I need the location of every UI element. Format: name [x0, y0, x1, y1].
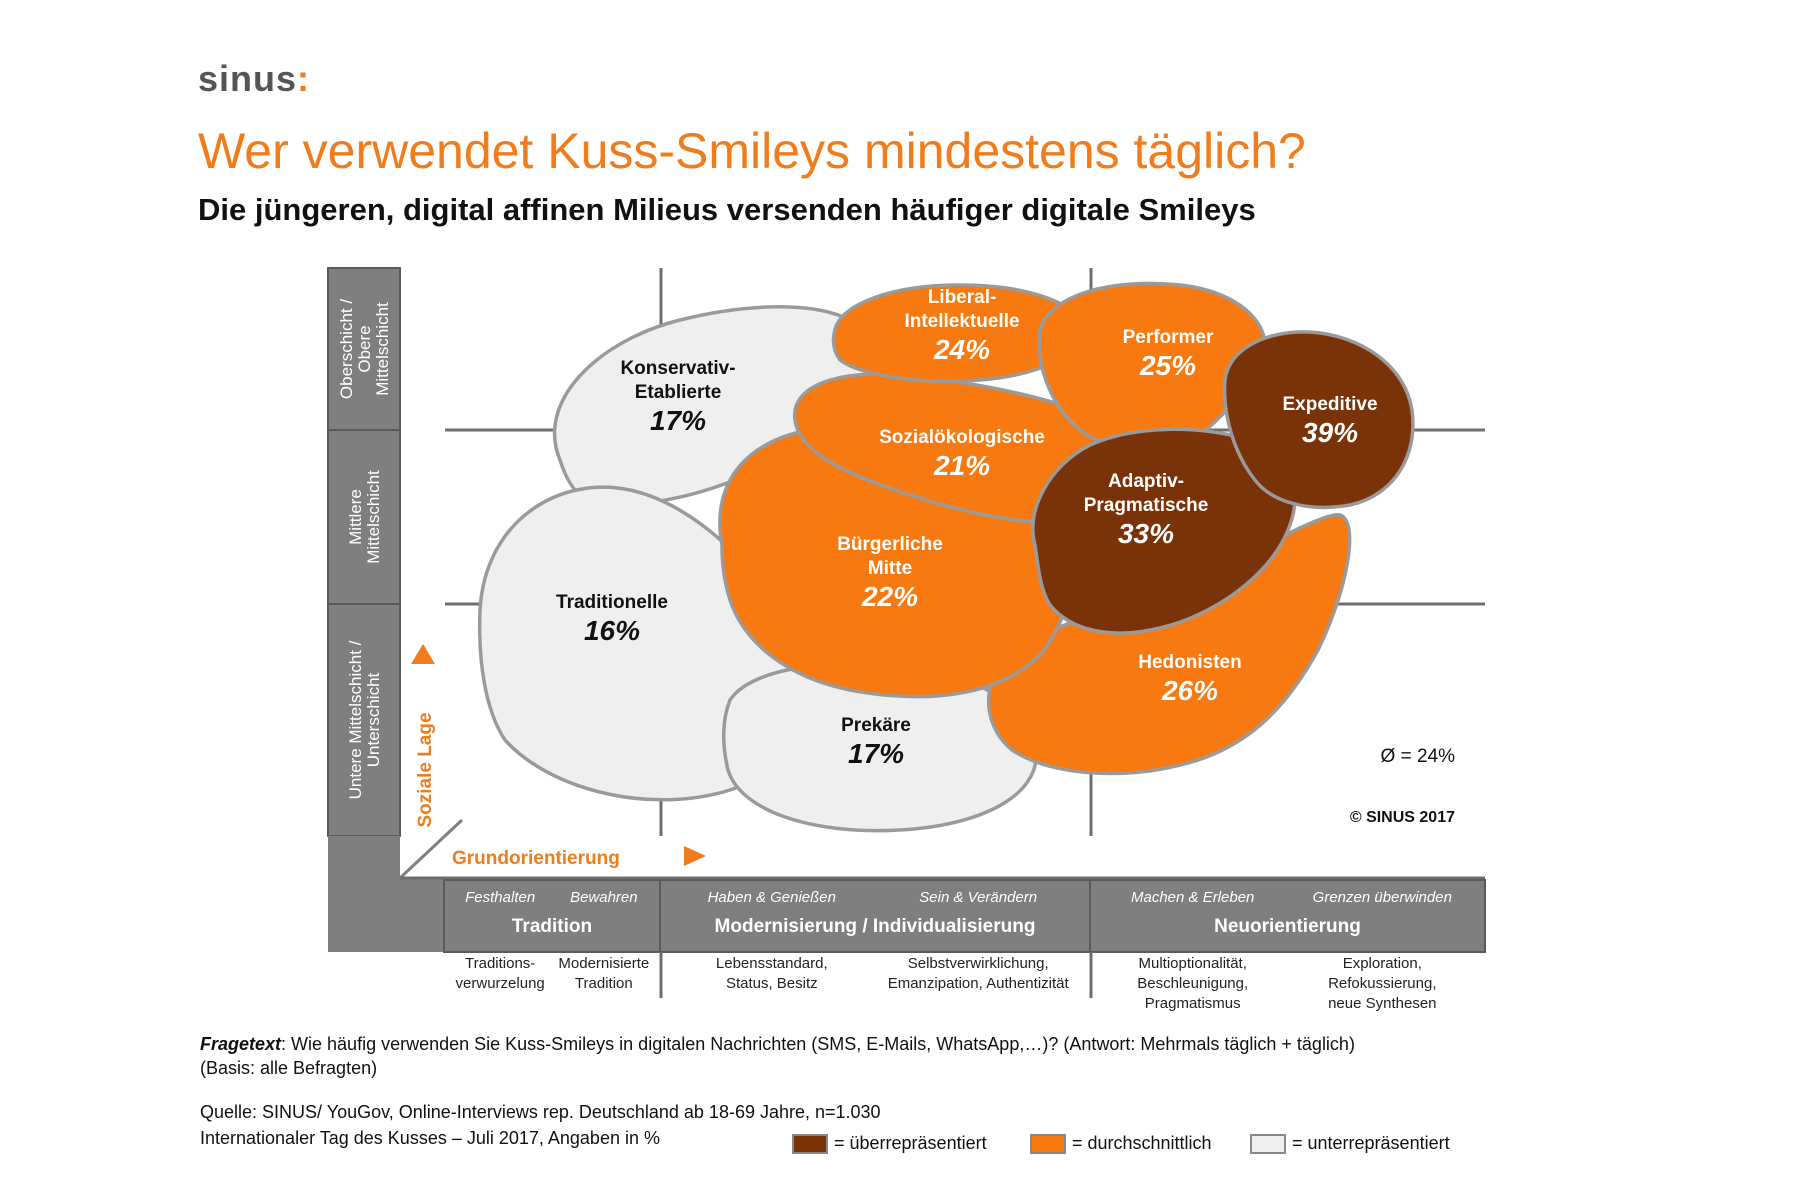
legend-average: = durchschnittlich: [1030, 1133, 1212, 1155]
x-sub-label: Haben & Genießen: [708, 889, 836, 906]
milieu-name: Adaptiv-Pragmatische: [1084, 471, 1209, 516]
milieu-name: Sozialökologische: [879, 427, 1045, 448]
x-group-title: Tradition: [512, 916, 592, 937]
x-group-title: Neuorientierung: [1214, 916, 1361, 937]
chart-subtitle: Die jüngeren, digital affinen Milieus ve…: [198, 192, 1256, 227]
y-band-label-lower: Untere Mittelschicht /Unterschicht: [346, 640, 383, 799]
x-sub-label: Sein & Verändern: [919, 889, 1037, 906]
milieu-name: Expeditive: [1282, 394, 1377, 415]
basis-text: (Basis: alle Befragten): [200, 1058, 378, 1078]
chart-title: Wer verwendet Kuss-Smileys mindestens tä…: [198, 123, 1306, 179]
arrow-right-icon: [684, 846, 706, 866]
y-axis-title: Soziale Lage: [415, 712, 436, 827]
milieu-name: Liberal-Intellektuelle: [904, 287, 1019, 332]
x-desc-label: Lebensstandard, Status, Besitz: [716, 955, 828, 992]
x-axis-labels: Festhalten Bewahren Tradition Traditions-ve…: [456, 889, 1452, 1012]
y-band-lower: [327, 603, 401, 837]
milieu-value: 39%: [1302, 417, 1358, 448]
milieu-value: 17%: [848, 738, 904, 769]
source-text: Quelle: SINUS/ YouGov, Online-Interviews…: [200, 1102, 881, 1122]
note-text: Internationaler Tag des Kusses – Juli 20…: [200, 1128, 660, 1148]
x-desc-label: Selbstverwirklichung, Emanzipation, Authe…: [888, 955, 1070, 992]
x-group-title: Modernisierung / Individualisierung: [715, 916, 1036, 937]
x-sub-label: Bewahren: [570, 889, 638, 906]
y-band-label-middle: MittlereMittelschicht: [346, 470, 383, 564]
milieu-value: 25%: [1139, 350, 1196, 381]
milieu-value: 33%: [1118, 518, 1174, 549]
x-desc-label: Exploration, Refokussierung, neue Synthese…: [1328, 955, 1436, 1012]
x-desc-label: Modernisierte Tradition: [558, 955, 649, 992]
y-band-middle: [327, 429, 401, 605]
x-sub-label: Machen & Erleben: [1131, 889, 1254, 906]
legend-under: = unterrepräsentiert: [1250, 1133, 1450, 1155]
x-group-neuorientierung: [1089, 879, 1486, 953]
milieu-labels: Konservativ-Etablierte17%Liberal-Intelle…: [556, 287, 1377, 769]
question-text: Fragetext: Wie häufig verwenden Sie Kuss…: [200, 1034, 1355, 1054]
milieu-shapes: [477, 281, 1415, 833]
legend-swatch: [1250, 1134, 1286, 1155]
y-band-label-upper: Oberschicht /ObereMittelschicht: [337, 299, 392, 399]
milieu-name: Prekäre: [841, 715, 911, 736]
legend-swatch: [792, 1134, 828, 1155]
axis-diagonal: [398, 818, 464, 880]
copyright-label: © SINUS 2017: [1350, 809, 1455, 826]
legend-swatch: [1030, 1134, 1066, 1155]
x-axis-title: Grundorientierung: [452, 848, 620, 869]
x-sub-label: Festhalten: [465, 889, 535, 906]
milieu-value: 24%: [933, 334, 990, 365]
milieu-value: 21%: [933, 450, 990, 481]
milieu-value: 16%: [584, 615, 640, 646]
blob-expeditive: [1222, 330, 1415, 510]
x-group-modernisierung: [659, 879, 1091, 953]
x-sub-label: Grenzen überwinden: [1313, 889, 1452, 906]
y-axis: Oberschicht /ObereMittelschicht Mittlere…: [327, 267, 401, 837]
milieu-name: Performer: [1123, 327, 1214, 348]
legend-over: = überrepräsentiert: [792, 1133, 987, 1155]
average-label: Ø = 24%: [1381, 746, 1456, 767]
y-band-upper: [327, 267, 401, 431]
x-desc-label: Traditions-verwurzelung: [456, 955, 545, 992]
milieu-name: Bürgerliche Mitte: [837, 534, 943, 579]
milieu-value: 22%: [861, 581, 918, 612]
milieu-name: Konservativ-Etablierte: [620, 358, 735, 403]
blob-adaptiv-pragmatische: [1031, 427, 1297, 635]
milieu-value: 26%: [1161, 675, 1218, 706]
milieu-value: 17%: [650, 405, 706, 436]
sinus-logo: sinus:: [198, 58, 311, 99]
milieu-name: Traditionelle: [556, 592, 668, 613]
milieu-name: Hedonisten: [1138, 652, 1241, 673]
x-desc-label: Multioptionalität, Beschleunigung, Pragmat…: [1137, 955, 1248, 1012]
arrow-up-icon: [411, 644, 435, 664]
